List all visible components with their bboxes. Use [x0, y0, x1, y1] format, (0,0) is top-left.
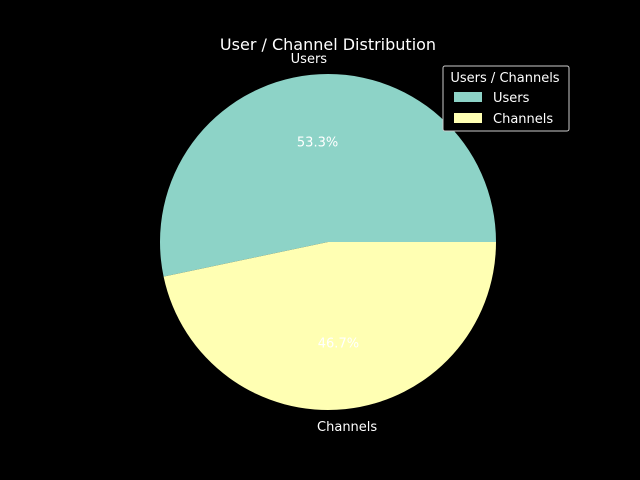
pie-labels: 53.3% Users 46.7% Channels: [291, 52, 378, 435]
legend-title: Users / Channels: [450, 71, 559, 86]
legend-swatch-channels: [454, 113, 482, 123]
pie-slices: [159, 73, 497, 410]
legend-swatch-users: [454, 92, 482, 102]
chart-title: User / Channel Distribution: [220, 35, 436, 54]
category-label-channels: Channels: [317, 420, 377, 435]
percent-label-channels: 46.7%: [318, 336, 359, 351]
legend: Users / Channels Users Channels: [442, 65, 570, 132]
legend-label-users: Users: [493, 91, 530, 106]
category-label-users: Users: [291, 52, 328, 67]
pie-slice-channels: [163, 242, 497, 410]
legend-label-channels: Channels: [493, 112, 553, 127]
pie-slice-users: [159, 73, 496, 277]
percent-label-users: 53.3%: [297, 136, 338, 151]
